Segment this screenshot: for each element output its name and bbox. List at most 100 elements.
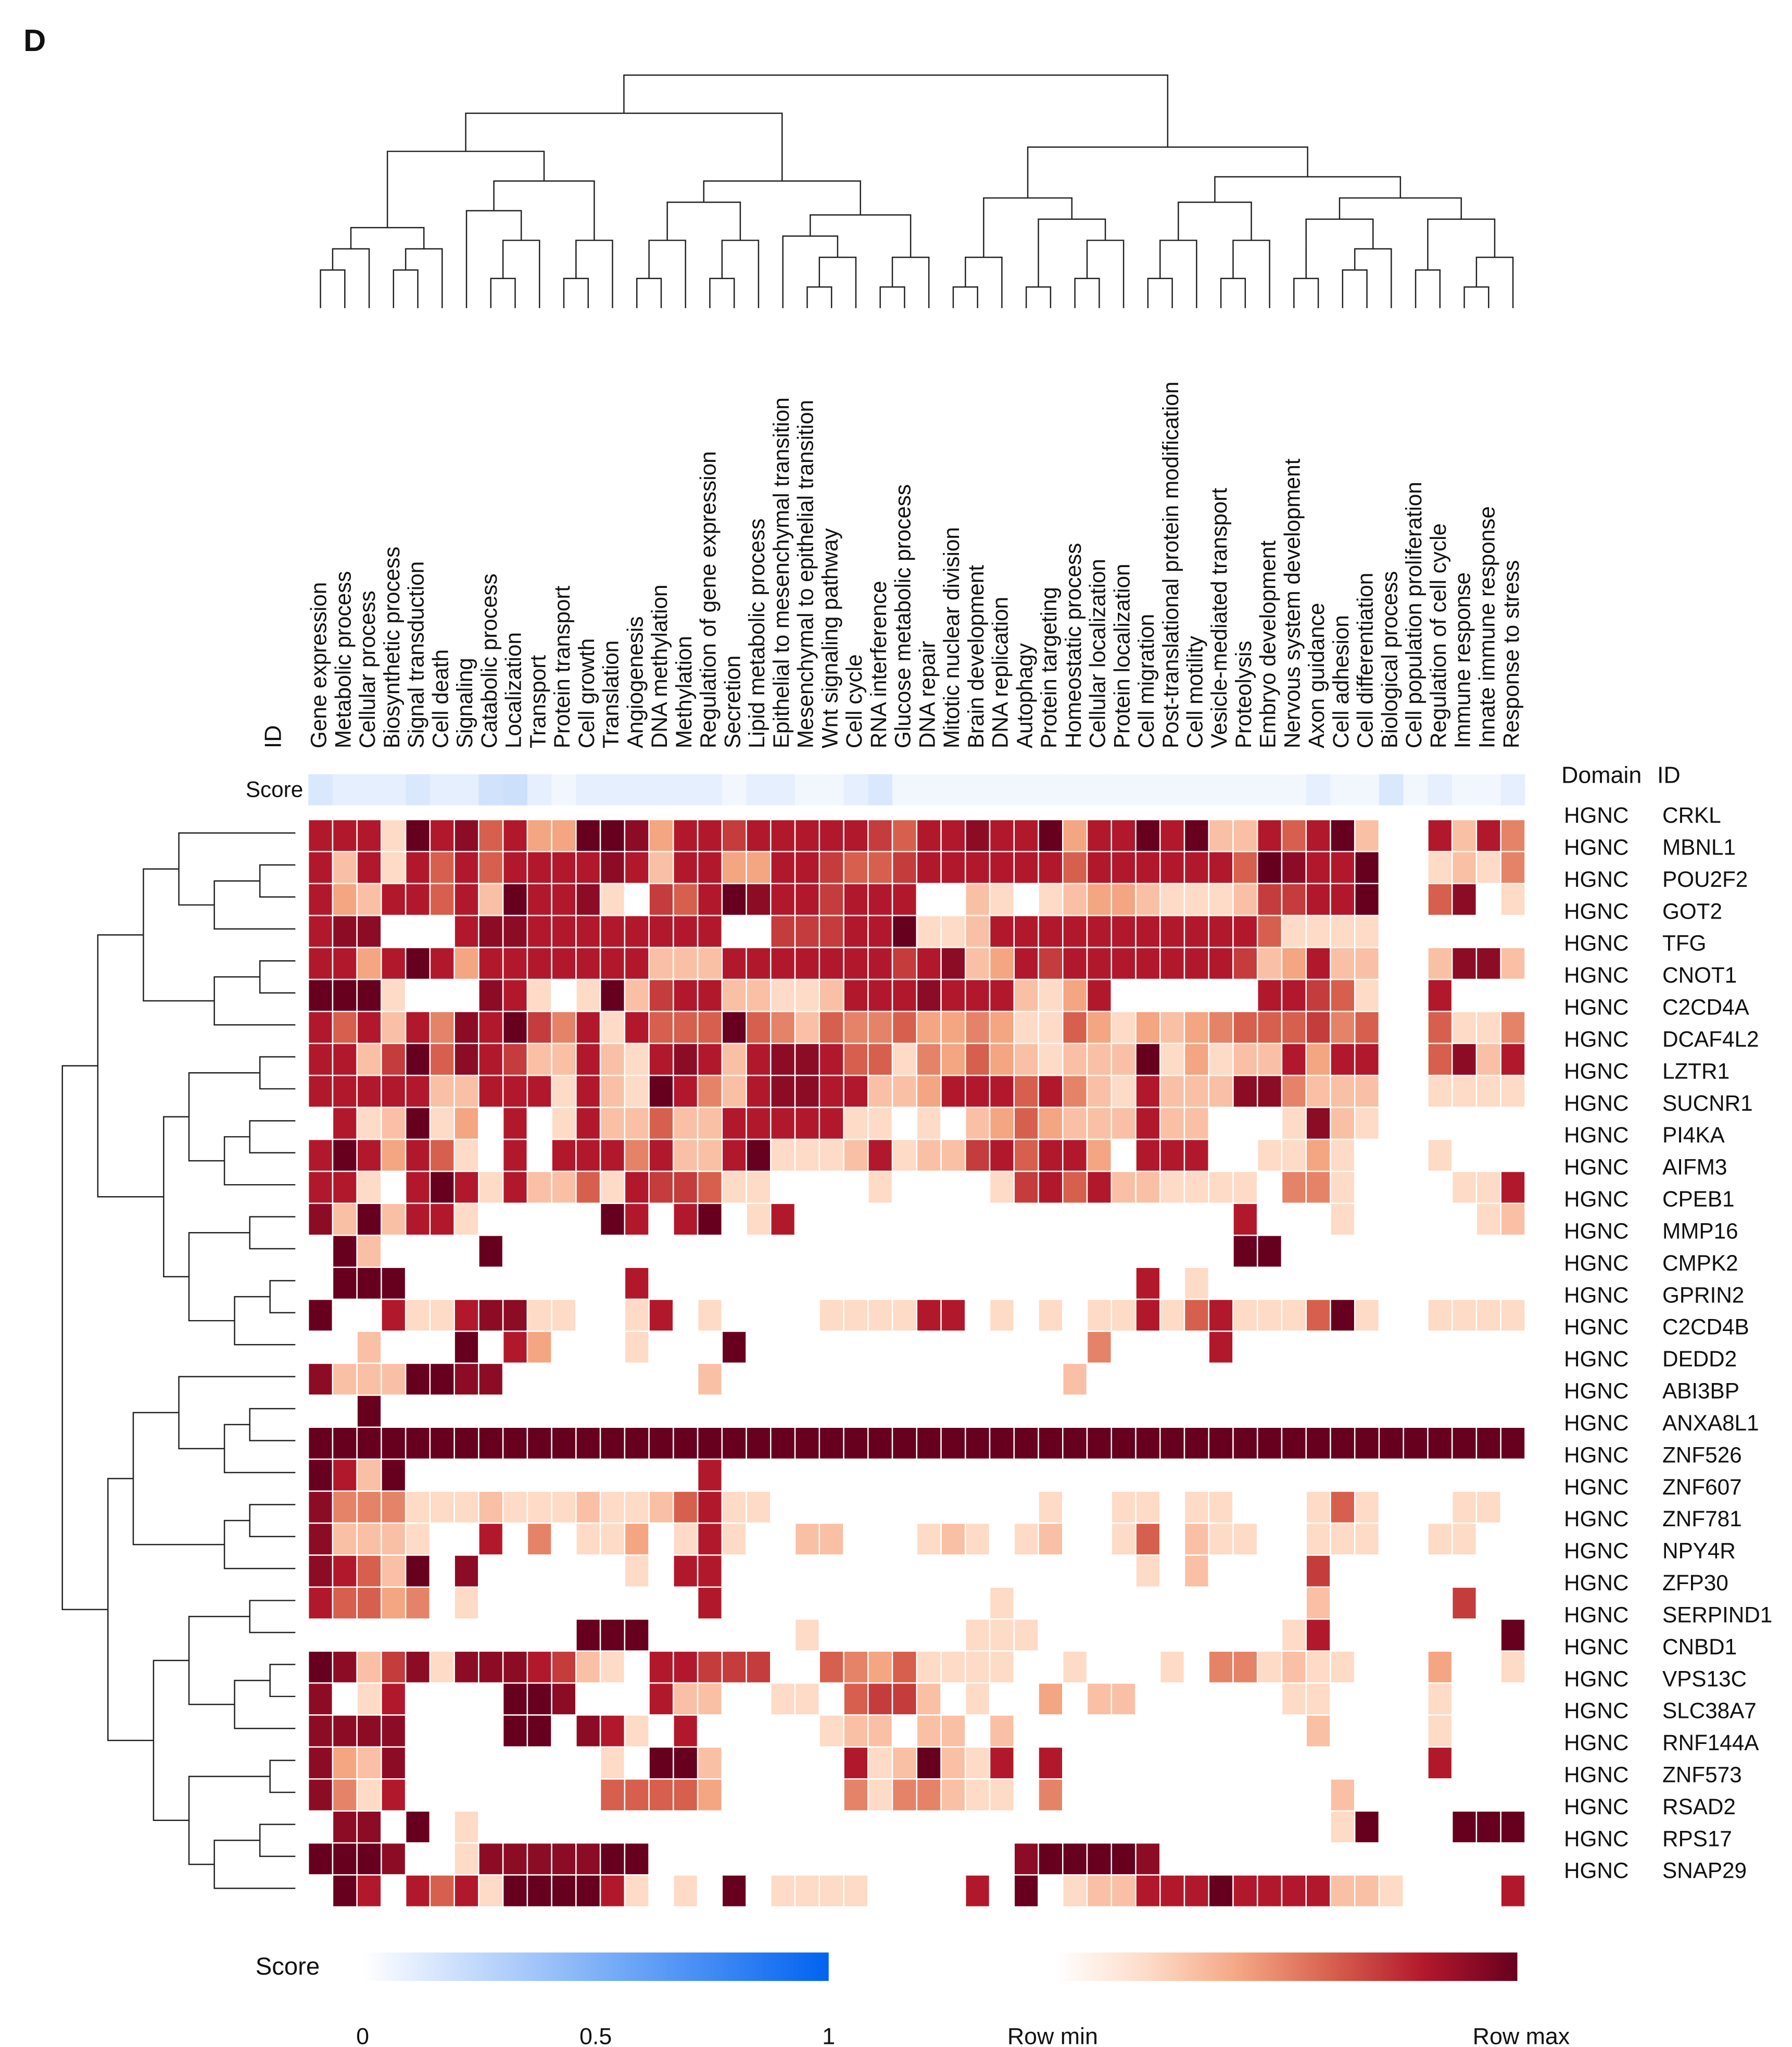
heatmap-cell [1378,1810,1404,1844]
heatmap-cell [1330,978,1356,1012]
heatmap-cell [381,1778,407,1812]
heatmap-cell [867,978,893,1012]
heatmap-cell [1135,1842,1161,1876]
heatmap-cell [867,1426,893,1460]
heatmap-cell [1038,1426,1064,1460]
heatmap-cell [381,1458,407,1492]
heatmap-cell [1451,1138,1478,1172]
heatmap-cell [526,947,552,981]
heatmap-cell [1232,1266,1258,1300]
heatmap-cell [307,947,334,981]
heatmap-cell [1427,1138,1453,1172]
heatmap-cell [1232,914,1258,948]
heatmap-cell [1208,1011,1234,1045]
heatmap-cell [1159,1618,1185,1652]
heatmap-cell [721,1874,747,1908]
score-cell [1135,774,1160,806]
heatmap-cell [794,1842,821,1876]
heatmap-cell [1110,1074,1137,1108]
heatmap-cell [1232,851,1258,884]
heatmap-cell [1208,1618,1234,1652]
heatmap-cell [940,1235,966,1268]
heatmap-cell [697,1618,723,1652]
heatmap-cell [1013,1330,1039,1364]
heatmap-cell [356,1650,382,1684]
heatmap-cell [1038,914,1064,948]
heatmap-cell [648,947,674,981]
heatmap-cell [916,914,942,948]
heatmap-cell [381,1586,407,1620]
heatmap-cell [1110,1650,1137,1684]
heatmap-cell [1378,1266,1404,1300]
heatmap-cell [1330,1138,1356,1172]
heatmap-cell [575,1043,601,1076]
heatmap-cell [673,1650,699,1684]
heatmap-cell [1013,978,1039,1012]
heatmap-cell [453,1011,479,1045]
heatmap-cell [965,947,991,981]
heatmap-cell [624,1395,650,1428]
heatmap-cell [1159,1298,1185,1332]
heatmap-cell [1403,883,1429,916]
heatmap-cell [916,1074,942,1108]
heatmap-cell [1330,1235,1356,1268]
heatmap-cell [673,1426,699,1460]
heatmap-cell [1500,1746,1526,1780]
heatmap-cell [818,851,844,884]
heatmap-cell [1305,1043,1331,1076]
heatmap-cell [1500,1330,1526,1364]
heatmap-cell [1013,1650,1039,1684]
heatmap-cell [1062,1074,1088,1108]
heatmap-cell [916,1426,942,1460]
heatmap-cell [575,1618,601,1652]
heatmap-cell [575,819,601,852]
heatmap-cell [502,1043,528,1076]
heatmap-cell [1475,1171,1501,1204]
heatmap-cell [1232,883,1258,916]
column-label: Immune response [1450,572,1475,748]
heatmap-cell [356,978,382,1012]
heatmap-cell [1159,1490,1185,1524]
score-cell [576,774,601,806]
heatmap-cell [1013,1810,1039,1844]
heatmap-cell [1451,1554,1478,1588]
heatmap-cell [916,1043,942,1076]
heatmap-cell [916,1235,942,1268]
heatmap-cell [843,1618,869,1652]
heatmap-cell [356,1395,382,1428]
heatmap-cell [746,947,772,981]
heatmap-cell [599,1586,626,1620]
domain-label: HGNC [1564,1571,1629,1595]
score-cell [722,774,747,806]
heatmap-cell [916,1810,942,1844]
heatmap-cell [1062,1714,1088,1748]
column-label: Cell growth [574,638,599,748]
heatmap-cell [1159,1586,1185,1620]
heatmap-cell [1013,1235,1039,1268]
heatmap-cell [1086,1395,1112,1428]
heatmap-cell [818,1298,844,1332]
score-cell [1452,774,1476,806]
heatmap-cell [1500,1171,1526,1204]
heatmap-cell [794,1778,821,1812]
heatmap-cell [648,819,674,852]
heatmap-cell [1330,1043,1356,1076]
heatmap-cell [1110,947,1137,981]
heatmap-cell [843,1842,869,1876]
heatmap-cell [502,1522,528,1556]
heatmap-cell [1232,1714,1258,1748]
heatmap-cell [891,1043,918,1076]
heatmap-cell [307,1522,334,1556]
heatmap-cell [916,1490,942,1524]
heatmap-cell [770,1874,796,1908]
heatmap-cell [624,1810,650,1844]
domain-label: HGNC [1564,1506,1629,1531]
row-label: CNBD1 [1662,1635,1737,1659]
heatmap-cell [843,1714,869,1748]
heatmap-cell [648,1395,674,1428]
heatmap-cell [1451,1618,1478,1652]
heatmap-cell [1159,1682,1185,1716]
heatmap-cell [551,1778,577,1812]
heatmap-cell [478,1842,504,1876]
heatmap-cell [1378,1746,1404,1780]
